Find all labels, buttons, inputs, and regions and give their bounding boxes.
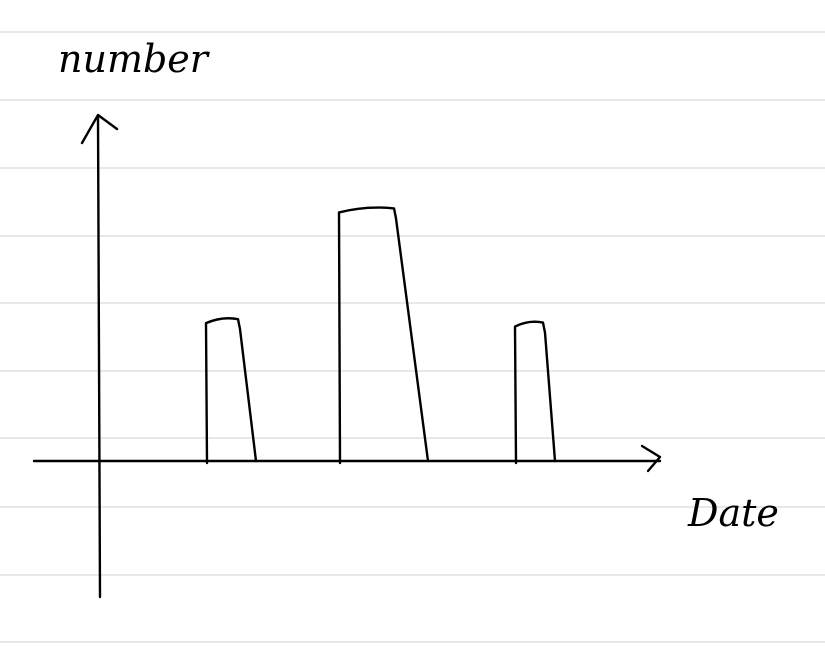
bar-1 xyxy=(204,317,258,465)
x-axis-label: Date xyxy=(687,491,779,535)
chart-axes xyxy=(32,113,662,599)
x-axis-arrowhead xyxy=(640,444,662,473)
y-axis-label: number xyxy=(58,37,211,81)
ruled-lines xyxy=(0,31,825,643)
bar-2 xyxy=(337,206,430,465)
bar-3 xyxy=(513,320,557,465)
y-axis-arrowhead xyxy=(80,113,119,145)
bar-series xyxy=(204,206,557,465)
y-axis-line xyxy=(96,115,102,599)
